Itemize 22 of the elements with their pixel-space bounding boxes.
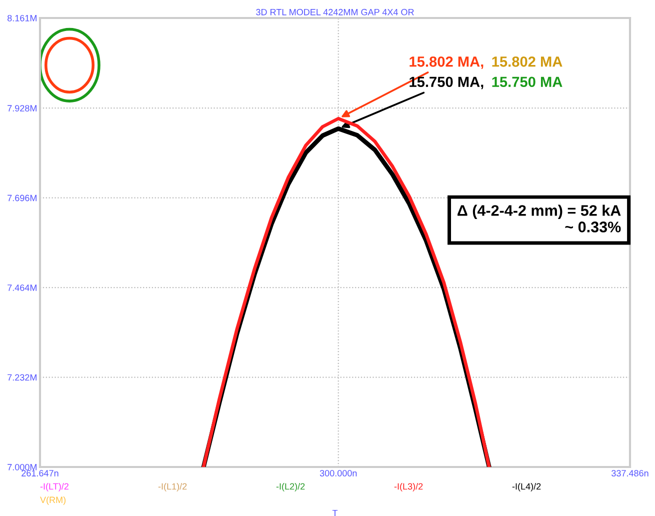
text: -I(L3)/2 — [394, 482, 423, 492]
y-tick-label: 7.464M — [8, 284, 36, 291]
y-tick-label: 7.696M — [8, 194, 36, 202]
x-axis-title: T — [332, 510, 338, 516]
legend-label: -I(L1)/2 — [158, 482, 187, 492]
text: -I(L4)/2 — [512, 482, 541, 492]
annotation: 15.750 MA, — [410, 76, 484, 90]
x-tick-label: 300.000n — [320, 470, 357, 476]
annotation: 15.802 MA, — [410, 56, 484, 69]
y-tick-label: 7.000M — [8, 464, 36, 470]
annotation: Δ (4-2-4-2 mm) = 52 kA ~ 0.33% — [458, 204, 621, 232]
y-tick-label: 7.928M — [8, 105, 36, 112]
legend-label: -I(L2)/2 — [276, 482, 305, 492]
x-tick-label: 261.647n — [22, 470, 58, 476]
x-tick-label: 337.486n — [612, 470, 648, 476]
chart-title: 3D RTL MODEL 4242MM GAP 4X4 OR — [256, 8, 414, 16]
y-tick-label: 8.161M — [8, 14, 36, 22]
legend-label: V(RM) — [40, 496, 66, 505]
annotation: 15.802 MA — [492, 56, 562, 67]
legend-label: -I(LT)/2 — [40, 482, 68, 492]
y-tick-label: 7.232M — [8, 374, 36, 381]
annotation: 15.750 MA — [492, 76, 562, 88]
